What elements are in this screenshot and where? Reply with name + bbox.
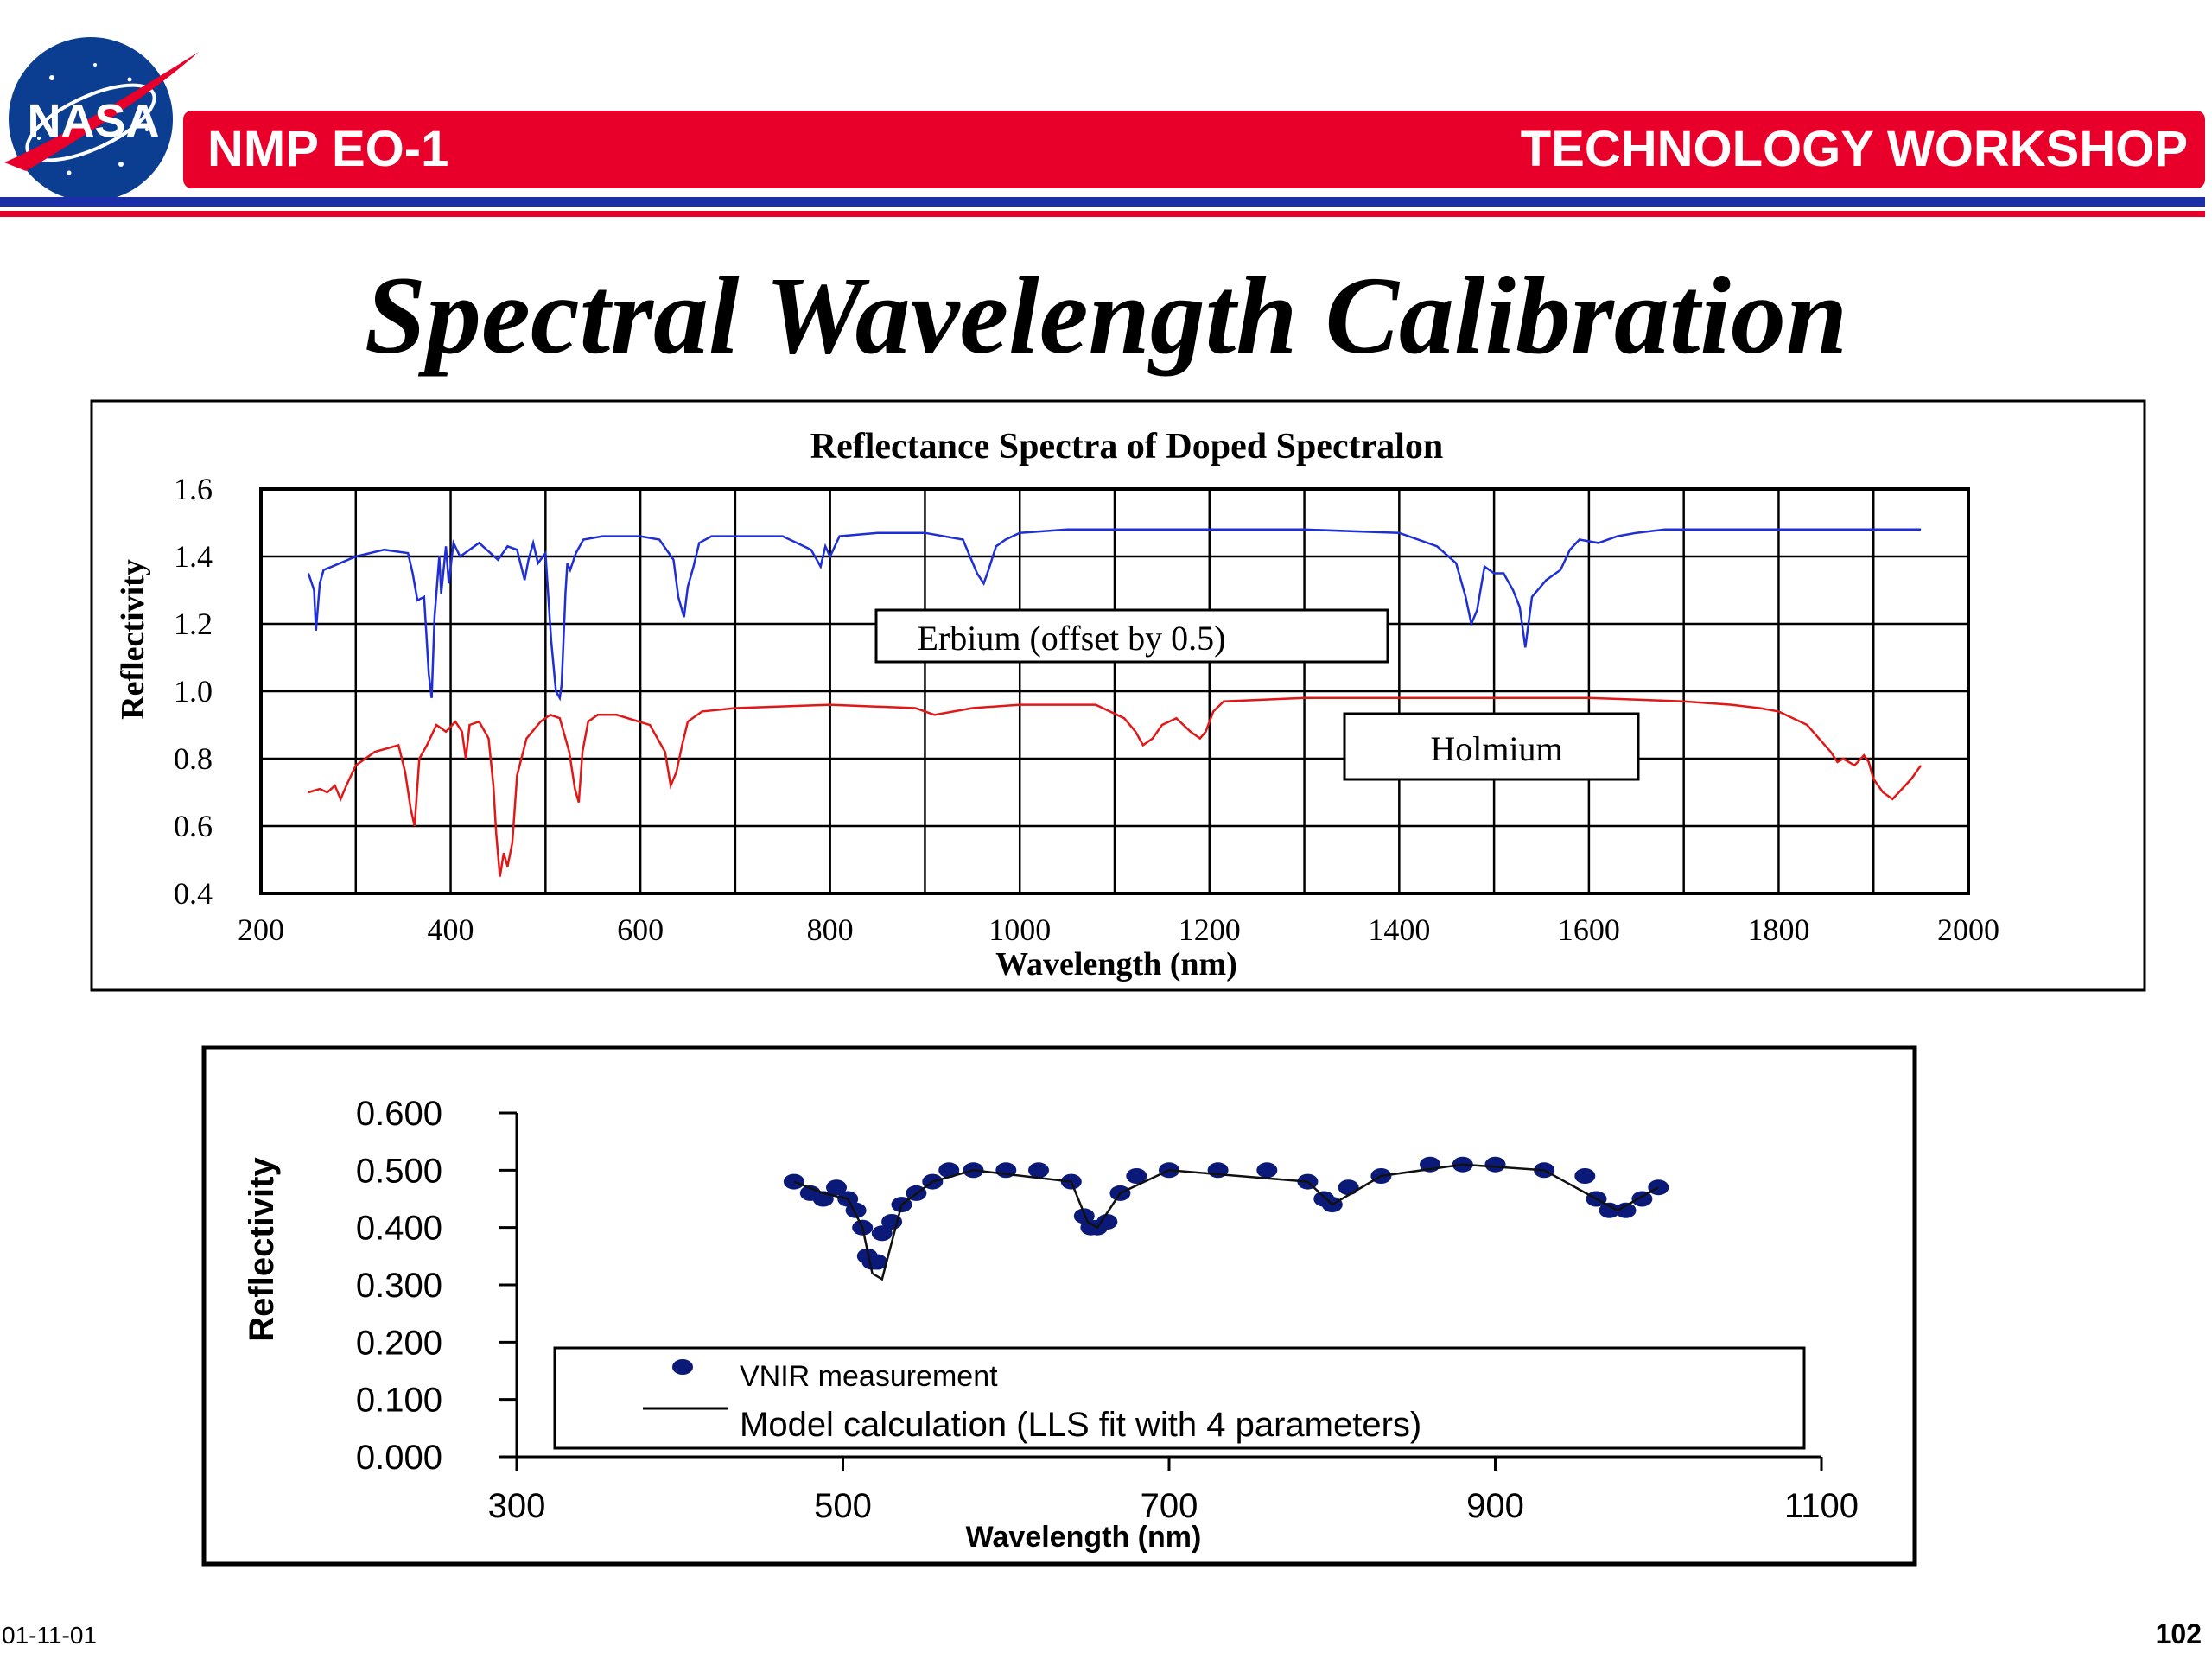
vnir-point xyxy=(867,1254,888,1270)
chart2-y-axis-label: Reflectivity xyxy=(243,1157,281,1342)
chart1-x-tick-label: 1800 xyxy=(1747,912,1809,947)
vnir-point xyxy=(1615,1202,1637,1218)
chart1-y-tick-label: 0.6 xyxy=(174,809,213,843)
vnir-point xyxy=(1256,1162,1278,1179)
logo-stars xyxy=(37,63,149,175)
logo-text: NASA xyxy=(27,95,159,147)
chart2-frame xyxy=(201,1045,1917,1567)
chart2-y-tick-label: 0.100 xyxy=(356,1382,442,1420)
chart1-y-tick-label: 1.4 xyxy=(174,539,213,574)
chart2-x-tick-label: 900 xyxy=(1466,1487,1524,1525)
chart1-y-tick-label: 1.0 xyxy=(174,674,213,709)
header-right-title: TECHNOLOGY WORKSHOP xyxy=(1520,121,2188,177)
model-calculation-line xyxy=(793,1163,1659,1281)
footer-date: 01-11-01 xyxy=(2,1622,98,1649)
holmium-series-line xyxy=(308,696,1923,877)
holmium-label: Holmium xyxy=(1430,729,1562,768)
chart1-x-axis-label: Wavelength (nm) xyxy=(995,946,1237,982)
erbium-label-box xyxy=(874,608,1389,664)
legend-model-label: Model calculation (LLS fit with 4 parame… xyxy=(740,1406,1421,1444)
chart2-legend xyxy=(553,1346,1806,1450)
chart1-y-tick-label: 0.8 xyxy=(174,741,213,776)
chart2-x-tick-label: 1100 xyxy=(1784,1487,1859,1525)
chart1-x-tick-label: 800 xyxy=(807,912,854,947)
chart1-y-tick-label: 0.4 xyxy=(174,876,213,911)
chart1-y-axis-label: Reflectivity xyxy=(115,559,151,720)
chart1-x-tick-label: 200 xyxy=(238,912,284,947)
chart1-x-tick-label: 2000 xyxy=(1937,912,1999,947)
vnir-point xyxy=(1631,1191,1653,1207)
chart1-x-tick-label: 1200 xyxy=(1179,912,1241,947)
vnir-calibration-chart: 300 500 700 900 1100 0.000 0.100 0.200 0.300 0.4… xyxy=(201,1045,1917,1567)
chart2-y-tick-label: 0.300 xyxy=(356,1267,442,1305)
vnir-point xyxy=(871,1225,893,1242)
chart2-x-tick-label: 500 xyxy=(814,1487,872,1525)
chart2-x-tick-label: 300 xyxy=(488,1487,546,1525)
header-banner: NMP EO-1 TECHNOLOGY WORKSHOP xyxy=(183,111,2205,188)
chart2-x-tick-label: 700 xyxy=(1141,1487,1198,1525)
chart1-y-tick-label: 1.6 xyxy=(174,472,213,506)
chart2-y-tick-label: 0.200 xyxy=(356,1324,442,1362)
chart1-x-tick-label: 1600 xyxy=(1558,912,1620,947)
chart1-x-tick-label: 1000 xyxy=(988,912,1051,947)
chart2-y-tick-label: 0.600 xyxy=(356,1095,442,1133)
chart1-title: Reflectance Spectra of Doped Spectralon xyxy=(810,427,1444,467)
vnir-point xyxy=(1484,1156,1506,1173)
vnir-point xyxy=(1096,1214,1118,1230)
vnir-point xyxy=(1574,1168,1596,1184)
chart1-y-ticks: 0.4 0.6 0.8 1.0 1.2 1.4 1.6 xyxy=(174,472,213,911)
erbium-label: Erbium (offset by 0.5) xyxy=(918,619,1226,658)
chart1-plot-area xyxy=(259,487,1970,895)
footer-page-number: 102 xyxy=(2155,1618,2202,1649)
vnir-point xyxy=(1126,1168,1147,1184)
logo-vector xyxy=(4,52,199,171)
nasa-logo: NASA xyxy=(4,37,199,199)
chart1-x-tick-label: 1400 xyxy=(1368,912,1430,947)
chart2-x-axis-label: Wavelength (nm) xyxy=(966,1521,1202,1554)
slide-title: Spectral Wavelength Calibration xyxy=(364,254,1848,377)
chart2-y-ticks: 0.000 0.100 0.200 0.300 0.400 0.500 0.600 xyxy=(356,1095,517,1477)
chart2-y-tick-label: 0.400 xyxy=(356,1210,442,1248)
erbium-series-line xyxy=(307,528,1922,702)
vnir-point xyxy=(826,1179,847,1196)
chart2-y-tick-label: 0.500 xyxy=(356,1152,442,1190)
vnir-point xyxy=(1028,1162,1049,1179)
header-rule-red xyxy=(0,211,2205,217)
chart2-x-ticks: 300 500 700 900 1100 xyxy=(488,1457,1859,1525)
vnir-point xyxy=(1599,1202,1620,1218)
vnir-point xyxy=(1338,1179,1359,1196)
vnir-measurement-points xyxy=(783,1156,1669,1270)
holmium-label-box xyxy=(1343,712,1640,781)
chart2-y-tick-label: 0.000 xyxy=(356,1439,442,1477)
chart1-x-tick-label: 400 xyxy=(428,912,474,947)
reflectance-spectra-chart: Reflectance Spectra of Doped Spectralon … xyxy=(90,399,2146,992)
header-rule-blue xyxy=(0,197,2205,207)
vnir-point xyxy=(938,1162,960,1179)
legend-vnir-label: VNIR measurement xyxy=(740,1360,998,1393)
chart1-x-ticks: 200 400 600 800 1000 1200 1400 1600 1800 2000 xyxy=(238,912,1999,947)
chart1-y-tick-label: 1.2 xyxy=(174,607,213,641)
header-left-title: NMP EO-1 xyxy=(207,121,449,177)
legend-vnir-marker xyxy=(672,1359,693,1375)
chart1-x-tick-label: 600 xyxy=(617,912,664,947)
